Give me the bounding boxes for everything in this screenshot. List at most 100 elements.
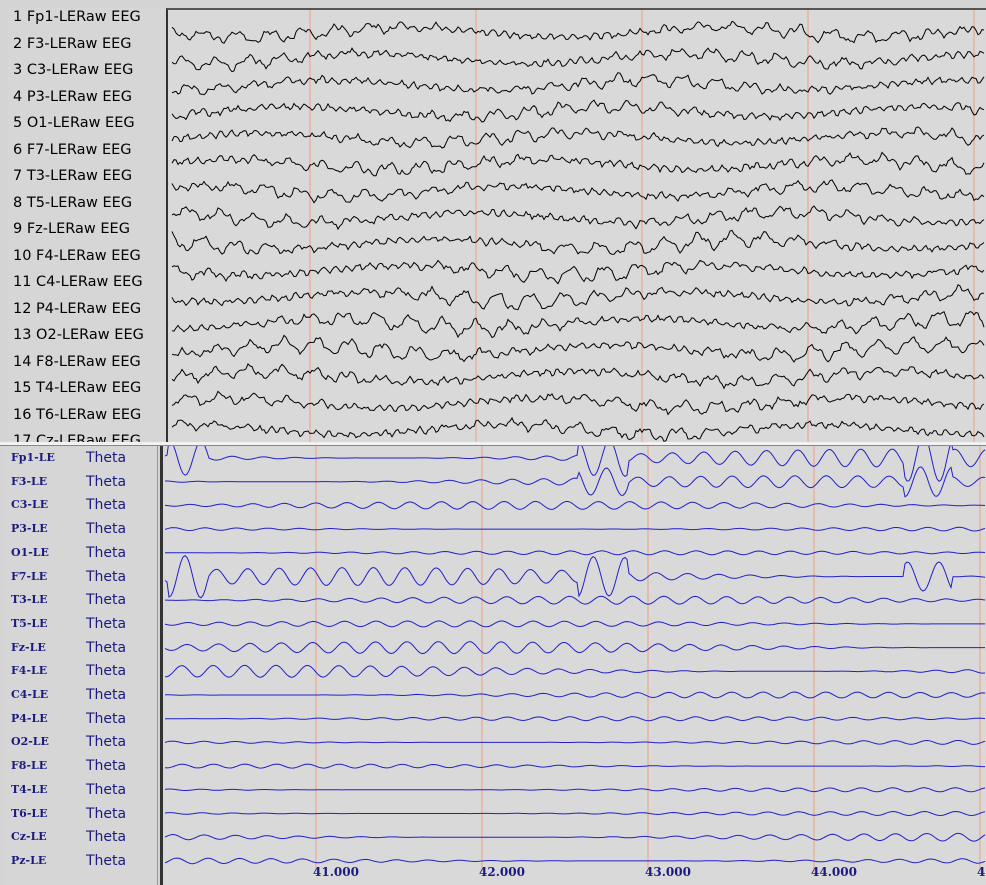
- raw-eeg-trace: [171, 72, 985, 96]
- raw-channel-label[interactable]: 11 C4-LERaw EEG: [13, 274, 143, 290]
- theta-band-label: Theta: [86, 473, 127, 490]
- time-tick-label: 4: [977, 865, 986, 879]
- theta-trace: [164, 763, 985, 769]
- theta-band-label: Theta: [86, 592, 127, 609]
- theta-channel-name[interactable]: C3-LE: [11, 498, 49, 512]
- theta-channel-name[interactable]: O1-LE: [11, 545, 49, 559]
- theta-band-label: Theta: [86, 497, 127, 514]
- theta-trace: [164, 857, 986, 865]
- theta-band-panel: Fp1-LE Theta F3-LE Theta C3-LE Theta P3-LE Thet…: [0, 446, 986, 885]
- theta-band-label: Theta: [86, 852, 127, 869]
- theta-trace: [164, 526, 986, 532]
- raw-eeg-trace: [171, 310, 985, 339]
- theta-trace: [164, 620, 985, 628]
- theta-channel-name[interactable]: P4-LE: [11, 711, 48, 725]
- theta-channel-name[interactable]: T4-LE: [11, 782, 48, 796]
- theta-trace: [165, 664, 986, 678]
- theta-channel-name[interactable]: C4-LE: [11, 688, 49, 701]
- theta-band-label: Theta: [86, 544, 127, 561]
- raw-eeg-panel: 1 Fp1-LERaw EEG 2 F3-LERaw EEG 3 C3-LERaw …: [0, 0, 986, 442]
- theta-band-label: Theta: [86, 568, 127, 585]
- theta-band-label: Theta: [86, 687, 127, 703]
- raw-channel-label[interactable]: 12 P4-LERaw EEG: [13, 300, 142, 317]
- theta-channel-name[interactable]: T6-LE: [11, 806, 48, 820]
- theta-trace: [165, 595, 986, 605]
- raw-channel-label[interactable]: 17 Cz-LERaw EEG: [13, 433, 141, 442]
- theta-channel-name[interactable]: Fz-LE: [11, 640, 46, 654]
- theta-channel-name[interactable]: Fp1-LE: [11, 451, 55, 464]
- theta-band-label: Theta: [86, 710, 127, 727]
- theta-traces: [164, 446, 986, 871]
- theta-trace: [164, 500, 986, 510]
- raw-eeg-trace: [171, 20, 985, 44]
- raw-channel-label[interactable]: 14 F8-LERaw EEG: [13, 353, 141, 370]
- raw-eeg-trace: [171, 362, 985, 390]
- panel-splitter[interactable]: [0, 442, 986, 446]
- theta-channel-name[interactable]: F8-LE: [11, 759, 48, 773]
- theta-trace: [164, 787, 986, 793]
- raw-channel-label[interactable]: 1 Fp1-LERaw EEG: [13, 9, 141, 25]
- raw-channel-label[interactable]: 3 C3-LERaw EEG: [13, 62, 134, 78]
- theta-trace: [165, 691, 986, 699]
- raw-channel-label[interactable]: 8 T5-LERaw EEG: [13, 194, 133, 211]
- raw-eeg-trace: [171, 179, 985, 204]
- theta-trace: [164, 832, 986, 842]
- raw-channel-label[interactable]: 15 T4-LERaw EEG: [13, 380, 142, 396]
- theta-channel-name[interactable]: P3-LE: [11, 522, 48, 536]
- theta-channel-name[interactable]: O2-LE: [11, 735, 49, 749]
- raw-channel-label[interactable]: 9 Fz-LERaw EEG: [13, 221, 130, 237]
- theta-band-label: Theta: [86, 450, 127, 466]
- theta-band-label: Theta: [86, 734, 127, 751]
- raw-channel-label[interactable]: 16 T6-LERaw EEG: [13, 406, 142, 423]
- raw-eeg-trace: [171, 205, 985, 231]
- raw-eeg-trace: [171, 283, 985, 311]
- theta-trace: [164, 641, 985, 655]
- theta-channel-name[interactable]: Pz-LE: [11, 853, 47, 867]
- time-tick-label: 44.000: [811, 865, 857, 879]
- theta-channel-name[interactable]: Cz-LE: [11, 830, 47, 844]
- theta-trace: [164, 554, 986, 599]
- theta-band-label: Theta: [86, 521, 127, 538]
- theta-channel-name[interactable]: T3-LE: [11, 593, 48, 607]
- raw-eeg-trace: [171, 416, 985, 442]
- theta-band-label: Theta: [86, 615, 127, 632]
- theta-channel-name[interactable]: F7-LE: [11, 569, 48, 583]
- raw-eeg-trace: [171, 229, 985, 255]
- time-axis: 41.000 42.000 43.000 44.000 4: [160, 865, 986, 885]
- theta-channel-labels: Fp1-LE Theta F3-LE Theta C3-LE Theta P3-LE Thet…: [4, 446, 158, 885]
- raw-channel-label[interactable]: 7 T3-LERaw EEG: [13, 168, 133, 184]
- raw-eeg-trace: [171, 126, 985, 149]
- time-tick-label: 42.000: [479, 865, 525, 879]
- raw-eeg-trace: [171, 390, 985, 416]
- theta-channel-name[interactable]: F4-LE: [11, 664, 48, 678]
- theta-band-label: Theta: [86, 639, 127, 656]
- theta-band-label: Theta: [86, 805, 127, 822]
- theta-trace: [164, 739, 986, 745]
- raw-channel-label[interactable]: 13 O2-LERaw EEG: [13, 327, 144, 343]
- theta-trace: [164, 810, 986, 817]
- raw-eeg-channel-labels: 1 Fp1-LERaw EEG 2 F3-LERaw EEG 3 C3-LERaw …: [8, 8, 164, 442]
- raw-eeg-trace: [171, 334, 985, 363]
- raw-eeg-traces: [171, 10, 985, 442]
- theta-band-label: Theta: [86, 758, 127, 775]
- raw-channel-label[interactable]: 10 F4-LERaw EEG: [13, 247, 141, 264]
- theta-band-label: Theta: [86, 781, 127, 798]
- raw-eeg-trace: [171, 47, 985, 73]
- raw-channel-label[interactable]: 4 P3-LERaw EEG: [13, 88, 132, 105]
- raw-channel-label[interactable]: 2 F3-LERaw EEG: [13, 35, 132, 52]
- raw-channel-label[interactable]: 6 F7-LERaw EEG: [13, 141, 132, 158]
- theta-trace: [164, 446, 986, 482]
- time-tick-label: 41.000: [313, 865, 359, 879]
- theta-band-label: Theta: [86, 663, 127, 680]
- theta-trace: [165, 716, 986, 722]
- raw-channel-label[interactable]: 5 O1-LERaw EEG: [13, 115, 135, 131]
- theta-channel-name[interactable]: T5-LE: [11, 616, 48, 630]
- raw-eeg-trace: [171, 259, 985, 285]
- theta-channel-name[interactable]: F3-LE: [11, 474, 48, 488]
- raw-eeg-trace: [171, 99, 985, 123]
- time-tick-label: 43.000: [645, 865, 691, 879]
- theta-trace: [165, 550, 986, 556]
- theta-trace-area[interactable]: [160, 446, 986, 871]
- raw-eeg-trace-area[interactable]: [166, 8, 986, 442]
- theta-band-label: Theta: [86, 829, 127, 846]
